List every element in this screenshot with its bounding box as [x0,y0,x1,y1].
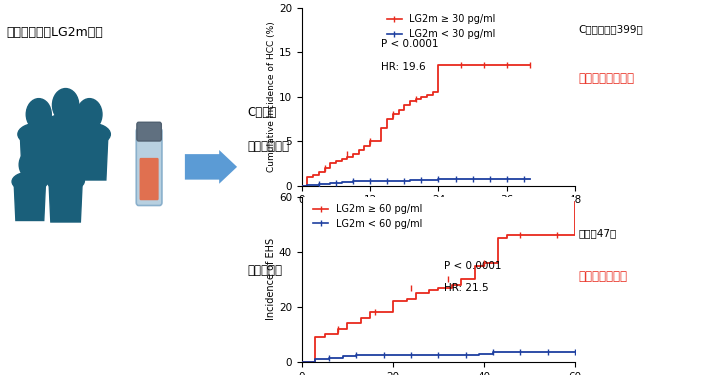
Text: 肝がん47例: 肝がん47例 [579,228,617,238]
Y-axis label: Incidence of EHS: Incidence of EHS [266,238,276,320]
Polygon shape [84,123,95,130]
FancyBboxPatch shape [136,128,162,206]
X-axis label: Months: Months [418,211,459,221]
Circle shape [55,149,77,177]
FancyBboxPatch shape [140,158,158,200]
Polygon shape [14,182,45,220]
Ellipse shape [12,172,48,191]
Polygon shape [46,126,85,174]
Text: 肝がん患者: 肝がん患者 [248,264,283,276]
Polygon shape [21,134,58,180]
Y-axis label: Cumulative Incidence of HCC (%): Cumulative Incidence of HCC (%) [267,21,276,172]
Ellipse shape [44,114,87,138]
Text: P < 0.0001: P < 0.0001 [381,39,439,49]
Circle shape [26,99,51,130]
Circle shape [19,152,40,178]
Legend: LG2m ≥ 60 pg/ml, LG2m < 60 pg/ml: LG2m ≥ 60 pg/ml, LG2m < 60 pg/ml [310,200,426,233]
Text: HR: 19.6: HR: 19.6 [381,62,426,72]
FancyArrow shape [185,150,237,184]
Ellipse shape [47,171,84,191]
Text: HR: 21.5: HR: 21.5 [444,283,488,293]
Polygon shape [33,123,44,130]
Circle shape [77,99,102,130]
Circle shape [53,88,79,122]
Polygon shape [71,134,108,180]
Polygon shape [26,172,34,178]
Text: P < 0.0001: P < 0.0001 [444,261,501,272]
Polygon shape [49,181,82,222]
FancyBboxPatch shape [137,122,161,141]
Polygon shape [60,114,71,122]
Text: 遠隔転移リスク: 遠隔転移リスク [579,270,628,283]
Ellipse shape [69,123,110,146]
Text: 肝がん発症リスク: 肝がん発症リスク [579,72,635,85]
Text: 治癒後の患者: 治癒後の患者 [248,140,290,153]
Ellipse shape [18,123,60,146]
Text: 血液中の微量LG2m測定: 血液中の微量LG2m測定 [6,26,103,39]
Text: C型肝炎: C型肝炎 [248,106,277,119]
Legend: LG2m ≥ 30 pg/ml, LG2m < 30 pg/ml: LG2m ≥ 30 pg/ml, LG2m < 30 pg/ml [383,10,500,43]
Polygon shape [61,171,70,177]
Text: C型慢性肝炎399例: C型慢性肝炎399例 [579,24,643,34]
